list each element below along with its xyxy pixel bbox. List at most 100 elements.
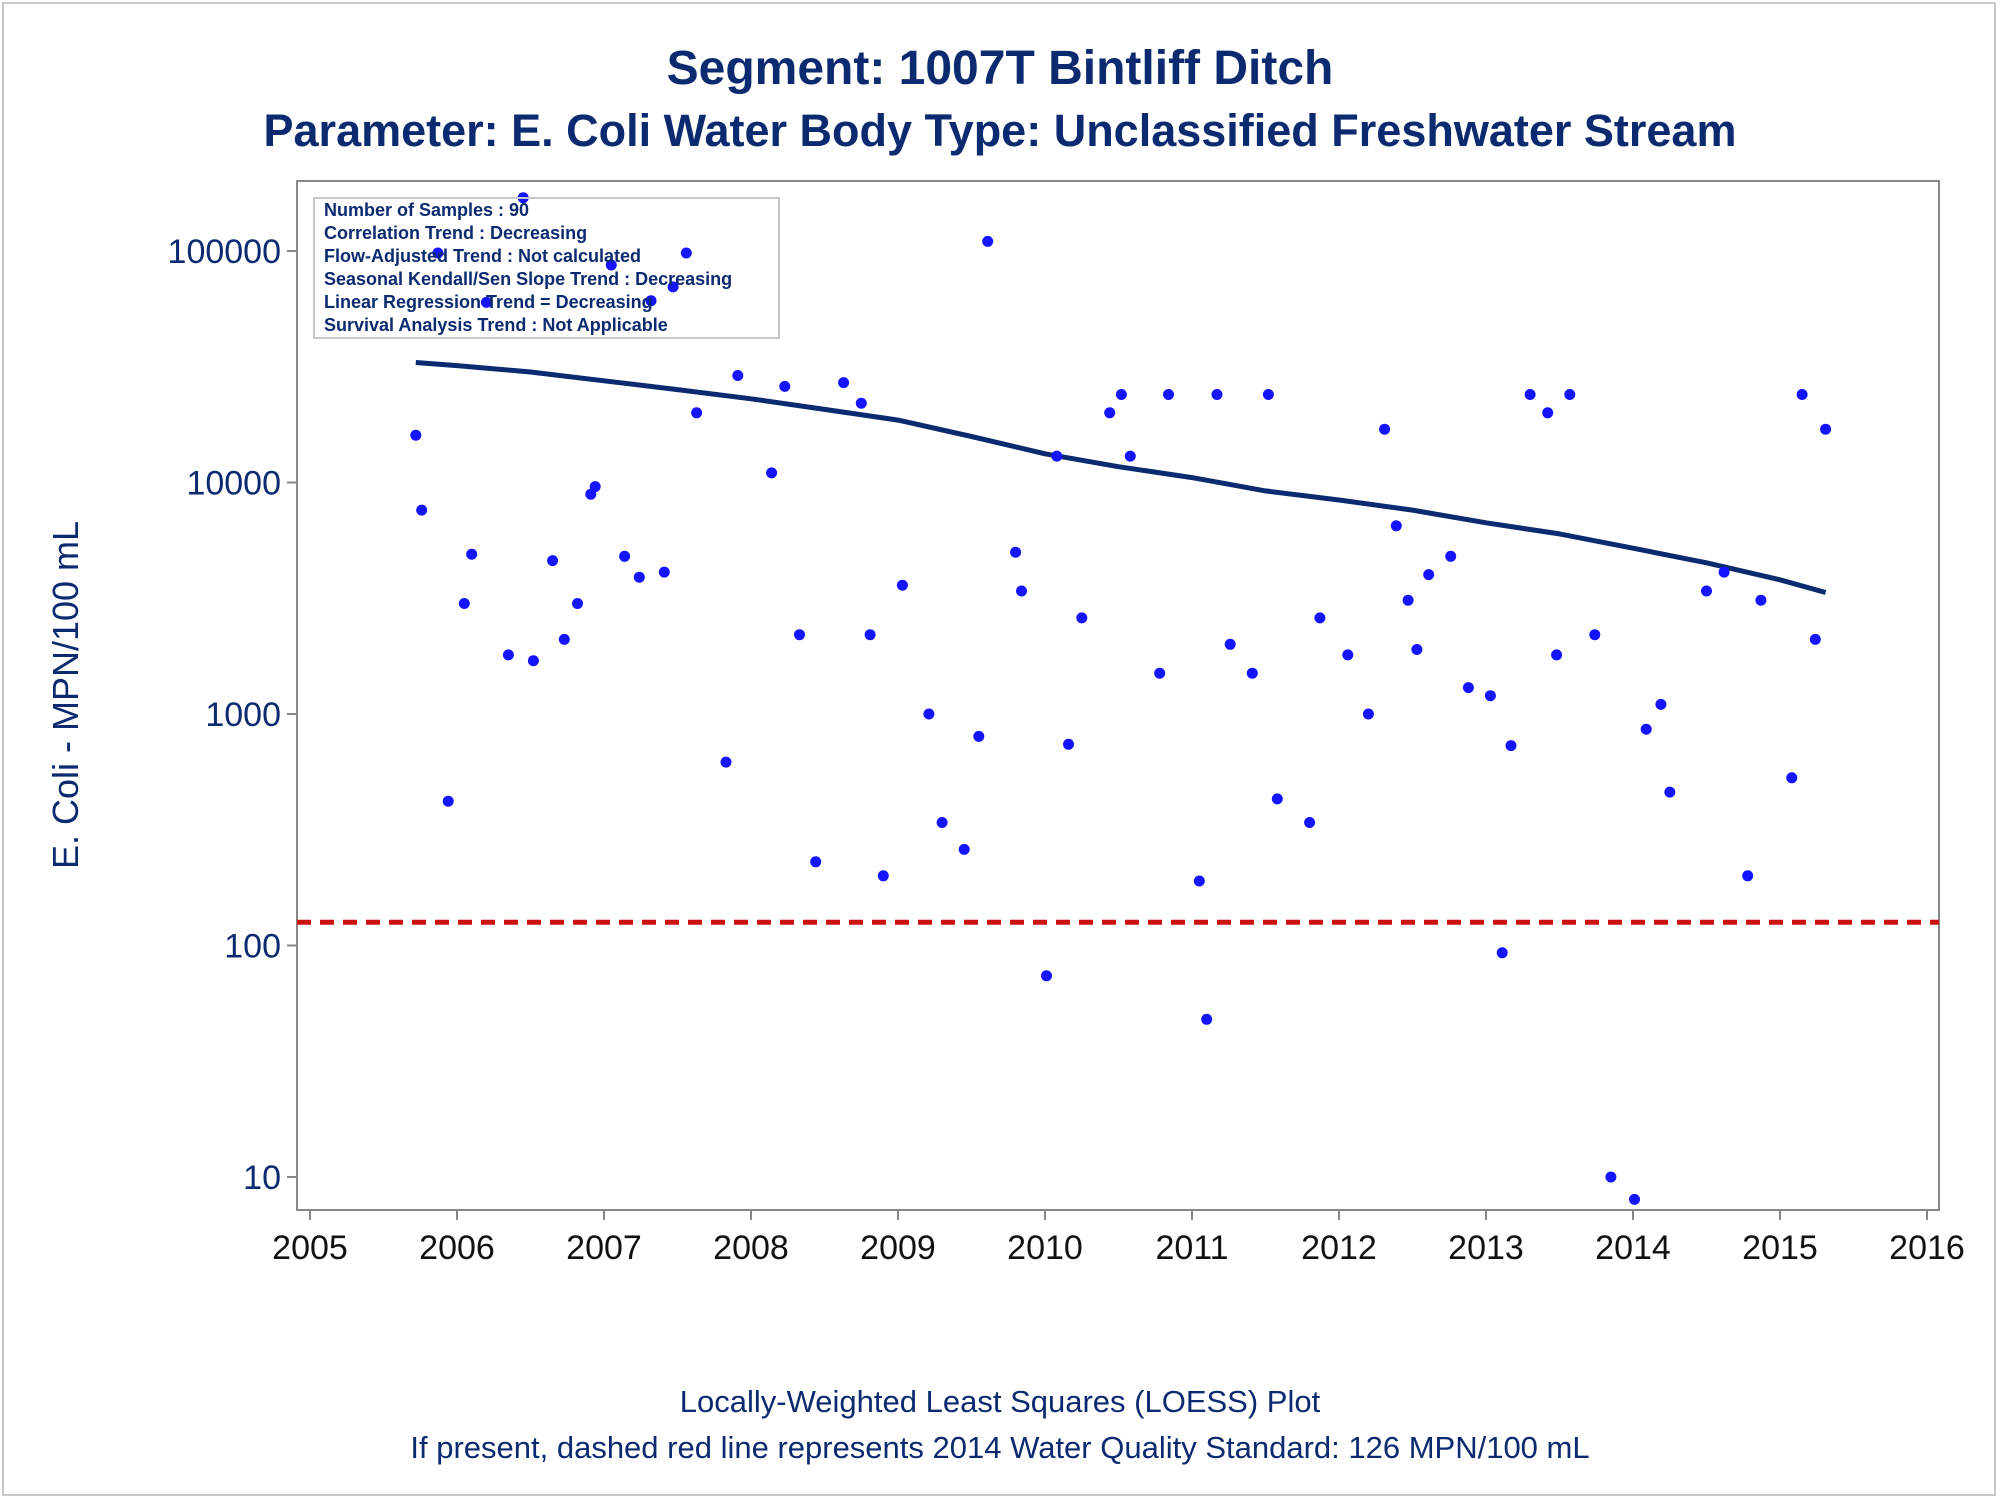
data-point-68 [1484, 690, 1496, 702]
y-axis-label: E. Coli - MPN/100 mL [45, 521, 86, 869]
data-point-70 [1505, 740, 1517, 752]
stat-linear-regression-trend: Linear Regression Trend = Decreasing [324, 292, 653, 312]
data-point-49 [1163, 389, 1174, 400]
data-point-9 [527, 655, 539, 667]
data-point-88 [1820, 423, 1832, 435]
y-tick-label-10: 10 [243, 1159, 281, 1197]
data-point-35 [936, 817, 948, 828]
data-point-17 [633, 571, 645, 583]
data-point-63 [1402, 594, 1414, 606]
x-tick-label-2006: 2006 [419, 1229, 495, 1267]
data-point-22 [691, 407, 703, 419]
data-point-44 [1076, 612, 1088, 624]
x-tick-label-2016: 2016 [1889, 1229, 1965, 1267]
data-point-15 [605, 259, 617, 271]
data-point-47 [1124, 450, 1136, 462]
data-point-82 [1718, 566, 1730, 578]
data-point-51 [1201, 1013, 1213, 1025]
chart-title: Segment: 1007T Bintliff Ditch [667, 42, 1334, 95]
x-tick-label-2014: 2014 [1595, 1229, 1671, 1267]
data-point-46 [1115, 389, 1127, 400]
data-point-76 [1605, 1171, 1617, 1183]
stats-box-border [313, 197, 780, 339]
data-point-62 [1390, 520, 1402, 532]
data-point-32 [877, 870, 889, 882]
stats-box: Number of Samples : 90 Correlation Trend… [313, 197, 780, 339]
loess-curve [415, 360, 1827, 595]
data-point-65 [1423, 569, 1435, 581]
data-point-33 [896, 579, 908, 591]
data-point-77 [1629, 1193, 1640, 1205]
y-tick-label-100000: 100000 [168, 233, 281, 271]
data-point-10 [547, 555, 559, 567]
data-point-42 [1051, 450, 1063, 462]
data-point-58 [1314, 612, 1326, 624]
data-point-38 [982, 235, 994, 247]
x-tick-label-2005: 2005 [272, 1229, 348, 1267]
data-point-39 [1010, 546, 1022, 558]
data-point-4 [458, 598, 470, 609]
stat-flow-adjusted-trend: Flow-Adjusted Trend : Not calculated [324, 246, 641, 266]
data-point-11 [558, 633, 570, 645]
data-point-18 [645, 295, 657, 307]
data-point-12 [572, 598, 583, 609]
data-point-56 [1271, 793, 1283, 805]
stat-number-of-samples: Number of Samples : 90 [324, 200, 529, 220]
x-tick-label-2013: 2013 [1448, 1229, 1524, 1267]
y-tick-label-1000: 1000 [205, 696, 281, 734]
data-point-80 [1664, 786, 1676, 798]
footnote-standard: If present, dashed red line represents 2… [410, 1430, 1589, 1465]
data-point-27 [794, 629, 805, 641]
data-point-52 [1211, 389, 1223, 400]
data-point-19 [658, 566, 670, 578]
data-point-24 [732, 370, 744, 381]
data-point-43 [1063, 738, 1074, 750]
data-point-25 [766, 467, 778, 479]
data-point-71 [1524, 389, 1536, 400]
data-point-21 [680, 247, 692, 259]
data-point-55 [1262, 389, 1274, 400]
data-point-36 [958, 843, 970, 855]
data-point-40 [1016, 585, 1027, 597]
x-tick-label-2007: 2007 [566, 1229, 642, 1267]
data-points [410, 192, 1832, 1205]
data-point-1 [416, 504, 428, 516]
data-point-50 [1193, 875, 1205, 887]
data-point-31 [864, 629, 876, 641]
data-point-41 [1041, 970, 1052, 982]
data-point-60 [1362, 708, 1374, 720]
chart-subtitle: Parameter: E. Coli Water Body Type: Uncl… [264, 105, 1737, 156]
y-tick-label-10000: 10000 [186, 465, 281, 503]
data-point-87 [1809, 633, 1821, 645]
data-point-81 [1701, 585, 1712, 597]
data-point-84 [1755, 594, 1767, 606]
footnote-loess: Locally-Weighted Least Squares (LOESS) P… [680, 1384, 1321, 1419]
data-point-74 [1564, 389, 1576, 400]
data-point-20 [667, 281, 679, 293]
data-point-54 [1246, 667, 1258, 679]
data-point-34 [923, 708, 935, 720]
x-axis: 2005 2006 2007 2008 2009 2010 2011 2012 2013 2014… [272, 1210, 1965, 1267]
data-point-83 [1742, 870, 1754, 882]
y-tick-label-100: 100 [224, 928, 281, 966]
data-point-7 [502, 649, 514, 661]
data-point-69 [1496, 947, 1508, 959]
y-axis: 10 100 1000 10000 100000 [168, 233, 297, 1197]
data-point-26 [779, 380, 791, 392]
stat-survival-analysis-trend: Survival Analysis Trend : Not Applicable [324, 315, 668, 335]
plot-area [296, 180, 1940, 1211]
data-point-57 [1304, 817, 1316, 828]
data-point-73 [1551, 649, 1563, 661]
data-point-75 [1589, 629, 1601, 641]
data-point-37 [973, 730, 985, 742]
data-point-45 [1104, 407, 1116, 419]
data-point-28 [810, 856, 822, 868]
data-point-29 [838, 377, 850, 389]
stat-correlation-trend: Correlation Trend : Decreasing [324, 223, 587, 243]
data-point-72 [1542, 407, 1554, 419]
data-point-85 [1786, 772, 1798, 784]
data-point-6 [480, 296, 492, 308]
data-point-48 [1154, 667, 1166, 679]
data-point-23 [720, 756, 732, 768]
